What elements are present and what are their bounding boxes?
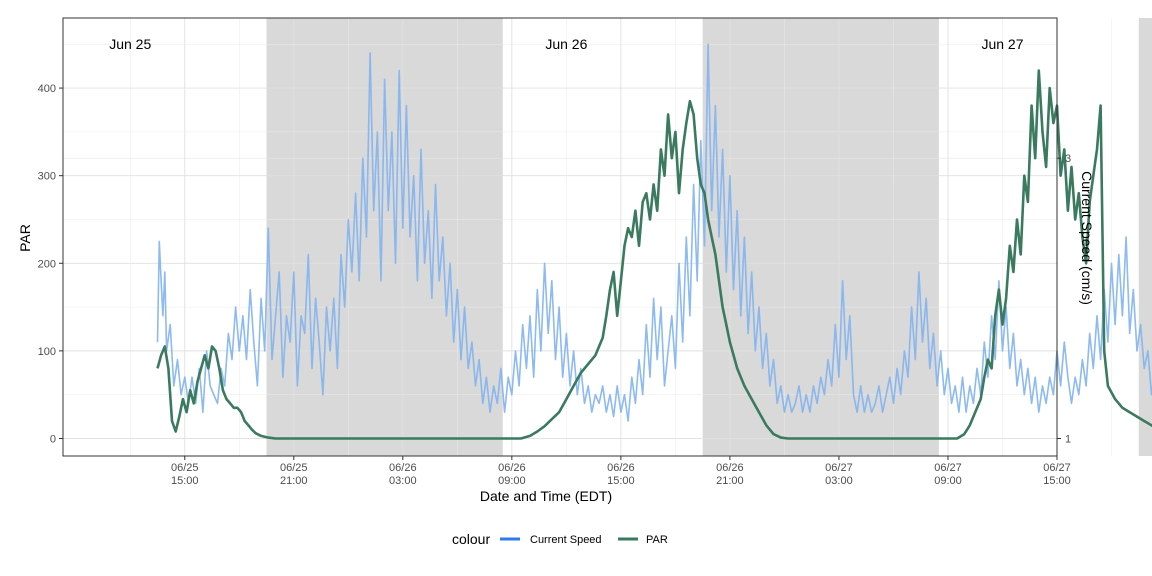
x-tick-label-date: 06/26 (716, 462, 744, 474)
x-tick-label-time: 21:00 (716, 475, 744, 487)
x-tick-label-date: 06/25 (280, 462, 308, 474)
x-tick-label-time: 09:00 (934, 475, 962, 487)
x-tick-label-date: 06/27 (825, 462, 853, 474)
x-tick-label-time: 03:00 (389, 475, 417, 487)
y-tick-label-left: 0 (50, 433, 56, 445)
y-tick-label-right: 3 (1065, 153, 1071, 165)
y-axis-title-left: PAR (17, 224, 33, 252)
legend-title: colour (452, 531, 490, 547)
y-tick-label-left: 100 (38, 346, 56, 358)
x-tick-label-date: 06/26 (498, 462, 526, 474)
axes: 0100200300400135791106/2515:0006/2521:00… (38, 17, 1071, 487)
x-tick-label-date: 06/25 (171, 462, 199, 474)
y-tick-label-left: 300 (38, 171, 56, 183)
legend-label-par: PAR (646, 534, 668, 546)
day-label: Jun 26 (545, 36, 587, 52)
x-tick-label-time: 09:00 (498, 475, 526, 487)
current-speed-series (156, 43, 1152, 422)
x-axis-title: Date and Time (EDT) (480, 488, 612, 504)
y-tick-label-left: 200 (38, 258, 56, 270)
current-speed-line (156, 43, 1152, 422)
legend: colour Current Speed PAR (452, 531, 668, 547)
x-tick-label-time: 21:00 (280, 475, 308, 487)
x-tick-label-date: 06/27 (1043, 462, 1071, 474)
y-tick-label-left: 400 (38, 83, 56, 95)
day-label: Jun 27 (981, 36, 1023, 52)
legend-label-current-speed: Current Speed (530, 534, 602, 546)
par-line (156, 69, 1152, 440)
x-tick-label-time: 15:00 (1043, 475, 1071, 487)
x-tick-label-date: 06/27 (934, 462, 962, 474)
x-tick-label-date: 06/26 (389, 462, 417, 474)
x-tick-label-time: 15:00 (171, 475, 199, 487)
x-tick-label-time: 15:00 (607, 475, 635, 487)
y-axis-title-right: Current Speed (cm/s) (1079, 171, 1095, 305)
par-series (156, 69, 1152, 440)
night-band-3 (1138, 18, 1152, 456)
panel-border (62, 17, 1058, 457)
day-label: Jun 25 (109, 36, 151, 52)
x-tick-label-time: 03:00 (825, 475, 853, 487)
x-tick-label-date: 06/26 (607, 462, 635, 474)
y-tick-label-right: 1 (1065, 433, 1071, 445)
